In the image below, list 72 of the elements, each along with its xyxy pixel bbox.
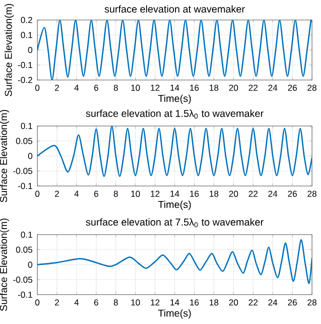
x-tick-label: 24	[268, 190, 278, 197]
x-tick-label: 0	[35, 84, 40, 91]
x-tick-label: 26	[288, 190, 297, 197]
x-tick-label: 20	[229, 190, 238, 197]
x-tick-label: 24	[268, 84, 278, 91]
x-axis-title: Time(s)	[158, 200, 191, 210]
x-tick-label: 28	[308, 190, 316, 197]
x-tick-label: 16	[190, 84, 199, 91]
y-axis-title: Surface Elevation(m)	[0, 110, 10, 202]
y-tick-label: 0	[28, 262, 32, 268]
y-tick-label: 0.1	[20, 122, 32, 130]
x-tick-label: 2	[54, 299, 59, 306]
x-tick-label: 4	[74, 190, 79, 197]
y-tick-label: -0.1	[18, 182, 32, 190]
y-axis-title: Surface Elevation(m)	[4, 4, 14, 96]
y-tick-label: -0.05	[13, 276, 32, 283]
x-tick-label: 14	[170, 190, 180, 197]
x-tick-label: 26	[288, 299, 297, 306]
y-tick-label: 0	[28, 46, 32, 54]
x-tick-label: 28	[308, 299, 316, 306]
x-tick-label: 20	[229, 299, 238, 306]
y-axis-title: Surface Elevation(m)	[0, 218, 10, 311]
x-tick-label: 10	[131, 190, 140, 197]
x-tick-label: 18	[210, 190, 218, 197]
x-tick-label: 14	[170, 84, 180, 91]
y-tick-label: -0.2	[18, 76, 32, 84]
x-tick-label: 22	[248, 299, 258, 306]
x-tick-label: 8	[114, 190, 118, 197]
x-tick-label: 16	[190, 190, 199, 197]
x-tick-label: 10	[131, 299, 140, 306]
x-tick-label: 0	[35, 190, 40, 197]
x-tick-label: 22	[248, 190, 258, 197]
y-tick-label: 0	[28, 152, 32, 160]
x-tick-label: 16	[190, 299, 199, 306]
x-tick-label: 28	[308, 84, 316, 91]
y-tick-label: -0.1	[18, 292, 32, 298]
x-tick-label: 8	[114, 299, 118, 306]
x-tick-label: 2	[54, 190, 59, 197]
chart-title: surface elevation at 1.5λ$_{0}$ to wavemaker	[86, 110, 264, 119]
x-tick-label: 4	[74, 299, 79, 306]
x-tick-label: 6	[94, 84, 98, 91]
x-axis-title: Time(s)	[158, 309, 191, 319]
x-tick-label: 18	[210, 299, 218, 306]
x-tick-label: 6	[94, 190, 98, 197]
x-tick-label: 6	[94, 299, 98, 306]
y-tick-label: -0.05	[13, 168, 32, 174]
chart-title: surface elevation at wavemaker	[104, 5, 245, 13]
x-tick-label: 12	[150, 84, 160, 91]
x-tick-label: 8	[114, 84, 118, 91]
y-tick-label: 0.05	[16, 138, 32, 144]
y-tick-label: -0.1	[18, 62, 32, 68]
x-tick-label: 4	[74, 84, 79, 91]
x-tick-label: 12	[150, 190, 160, 197]
y-tick-label: 0.1	[20, 32, 32, 38]
x-tick-label: 18	[210, 84, 218, 91]
x-axis-title: Time(s)	[158, 94, 191, 104]
y-tick-label: 0.1	[20, 232, 32, 238]
x-tick-label: 0	[35, 299, 40, 306]
chart-title: surface elevation at 7.5λ$_{0}$ to wavemaker	[86, 218, 264, 228]
line-series	[37, 239, 312, 284]
x-tick-label: 22	[248, 84, 258, 91]
x-tick-label: 10	[131, 84, 140, 91]
line-series	[37, 20, 312, 80]
x-tick-label: 20	[229, 84, 238, 91]
line-series	[37, 126, 312, 178]
x-tick-label: 12	[150, 299, 160, 306]
y-tick-label: 0.05	[16, 246, 32, 253]
y-tick-label: 0.2	[20, 16, 32, 24]
x-tick-label: 24	[268, 299, 278, 306]
x-tick-label: 14	[170, 299, 180, 306]
x-tick-label: 2	[54, 84, 59, 91]
x-tick-label: 26	[288, 84, 297, 91]
